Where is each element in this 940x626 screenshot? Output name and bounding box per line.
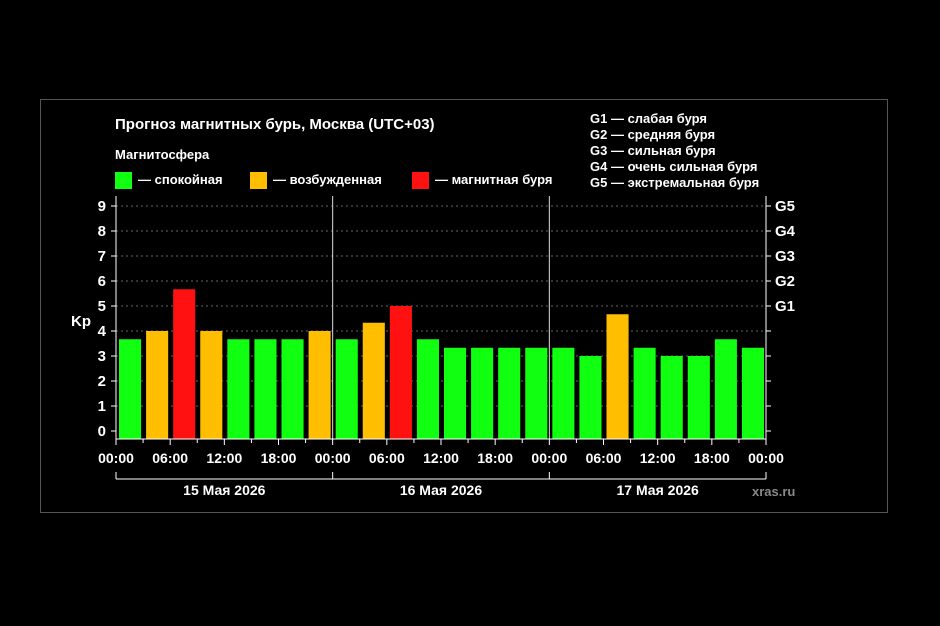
kp-bar: [119, 339, 142, 439]
kp-bar: [633, 347, 656, 439]
kp-bar: [498, 347, 521, 439]
kp-bar: [552, 347, 575, 439]
x-tick-label: 00:00: [315, 450, 351, 466]
y-tick-label: 1: [98, 398, 106, 415]
kp-bar: [227, 339, 250, 439]
y-tick-label: 3: [98, 348, 106, 365]
kp-bar: [416, 339, 439, 439]
x-tick-label: 12:00: [640, 450, 676, 466]
g-scale-g4: G4 — очень сильная буря: [590, 159, 758, 174]
kp-bar: [254, 339, 277, 439]
y-tick-label: 6: [98, 273, 106, 290]
x-tick-label: 12:00: [423, 450, 459, 466]
legend-label-active: — возбужденная: [273, 172, 382, 187]
g-scale-g5: G5 — экстремальная буря: [590, 175, 760, 190]
legend-swatch-quiet: [115, 172, 132, 189]
kp-bar: [741, 347, 764, 439]
g-scale-g2: G2 — средняя буря: [590, 127, 716, 142]
x-tick-label: 18:00: [694, 450, 730, 466]
g-tick-label: G4: [775, 223, 796, 240]
g-tick-label: G3: [775, 248, 795, 265]
chart-title: Прогноз магнитных бурь, Москва (UTC+03): [115, 116, 435, 133]
y-tick-label: 0: [98, 423, 106, 440]
legend-label-quiet: — спокойная: [138, 172, 223, 187]
x-tick-label: 06:00: [369, 450, 405, 466]
kp-bar: [200, 331, 223, 439]
chart-frame: [40, 99, 888, 513]
kp-bar: [606, 314, 629, 439]
g-scale-g1: G1 — слабая буря: [590, 111, 708, 126]
g-tick-label: G2: [775, 273, 795, 290]
day-label: 16 Мая 2026: [400, 482, 482, 498]
kp-bar: [173, 289, 196, 439]
g-tick-label: G1: [775, 298, 795, 315]
kp-bar: [525, 347, 548, 439]
y-tick-label: 5: [98, 298, 106, 315]
kp-bar: [362, 322, 385, 439]
g-tick-label: G5: [775, 198, 795, 215]
day-label: 17 Мая 2026: [617, 482, 699, 498]
day-label: 15 Мая 2026: [183, 482, 265, 498]
kp-bar: [444, 347, 467, 439]
kp-bar: [660, 356, 683, 439]
y-tick-label: 7: [98, 248, 106, 265]
x-tick-label: 00:00: [531, 450, 567, 466]
kp-bar: [579, 356, 602, 439]
kp-bar: [389, 306, 412, 439]
x-tick-label: 00:00: [98, 450, 134, 466]
watermark: xras.ru: [752, 484, 796, 499]
y-tick-label: 9: [98, 198, 106, 215]
y-tick-label: 8: [98, 223, 106, 240]
kp-bar: [471, 347, 494, 439]
y-tick-label: 4: [98, 323, 107, 340]
kp-bar: [335, 339, 358, 439]
x-tick-label: 18:00: [477, 450, 513, 466]
legend-swatch-storm: [412, 172, 429, 189]
x-tick-label: 06:00: [152, 450, 188, 466]
kp-bar: [714, 339, 737, 439]
legend-title: Магнитосфера: [115, 147, 210, 162]
y-tick-label: 2: [98, 373, 106, 390]
kp-bar: [687, 356, 710, 439]
g-scale-g3: G3 — сильная буря: [590, 143, 716, 158]
x-tick-label: 00:00: [748, 450, 784, 466]
legend-label-storm: — магнитная буря: [435, 172, 553, 187]
x-tick-label: 12:00: [206, 450, 242, 466]
x-tick-label: 18:00: [261, 450, 297, 466]
x-tick-label: 06:00: [586, 450, 622, 466]
y-axis-label: Kp: [71, 313, 91, 330]
kp-bar: [308, 331, 331, 439]
kp-bar: [281, 339, 304, 439]
kp-bar: [146, 331, 169, 439]
legend-swatch-active: [250, 172, 267, 189]
